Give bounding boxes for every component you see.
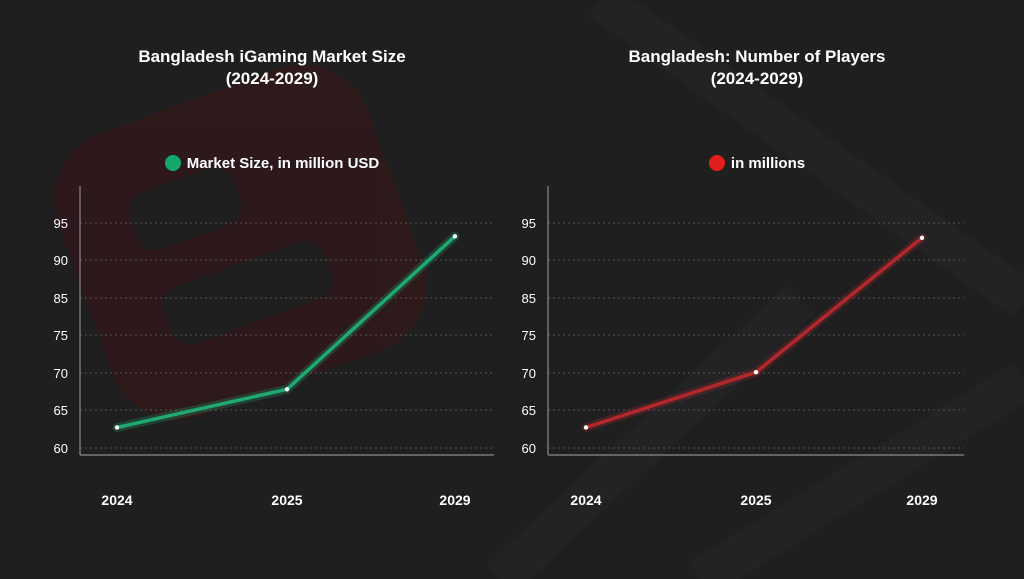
x-tick-label: 2025: [740, 492, 771, 508]
chart-title-market-size: Bangladesh iGaming Market Size (2024-202…: [62, 46, 482, 90]
data-point: [452, 234, 458, 239]
legend-market-size: Market Size, in million USD: [62, 152, 482, 174]
series-line: [115, 234, 457, 430]
chart-title-line1: Bangladesh: Number of Players: [628, 47, 886, 66]
series-line-glow: [581, 233, 927, 432]
data-point: [919, 235, 925, 240]
data-point: [284, 387, 290, 392]
y-tick-label: 70: [522, 366, 536, 381]
x-tick-label: 2029: [906, 492, 937, 508]
chart-title-players: Bangladesh: Number of Players (2024-2029…: [547, 46, 967, 90]
y-tick-label: 75: [54, 328, 68, 343]
series-line: [584, 236, 924, 430]
legend-label: in millions: [730, 154, 806, 172]
legend-swatch: [708, 155, 725, 171]
y-tick-label: 95: [54, 216, 68, 231]
x-tick-label: 2029: [439, 492, 470, 508]
chart-title-line2: (2024-2029): [225, 69, 319, 88]
legend-players: in millions: [547, 152, 967, 174]
y-tick-label: 95: [522, 216, 536, 231]
x-tick-label: 2024: [101, 492, 132, 508]
y-tick-label: 85: [54, 291, 68, 306]
data-point: [114, 425, 120, 430]
y-tick-label: 60: [522, 441, 536, 456]
x-tick-label: 2025: [271, 492, 302, 508]
legend-label: Market Size, in million USD: [186, 154, 380, 172]
x-tick-label: 2024: [570, 492, 601, 508]
series-line-glow: [112, 231, 460, 432]
y-tick-label: 70: [54, 366, 68, 381]
y-tick-label: 90: [522, 253, 536, 268]
y-tick-label: 65: [522, 403, 536, 418]
y-tick-label: 90: [54, 253, 68, 268]
legend-swatch: [164, 155, 181, 171]
data-point: [583, 425, 589, 430]
chart-title-line1: Bangladesh iGaming Market Size: [138, 47, 406, 66]
y-tick-label: 85: [522, 291, 536, 306]
chart-title-line2: (2024-2029): [710, 69, 804, 88]
y-tick-label: 60: [54, 441, 68, 456]
y-tick-label: 65: [54, 403, 68, 418]
y-tick-label: 75: [522, 328, 536, 343]
data-point: [753, 370, 759, 375]
